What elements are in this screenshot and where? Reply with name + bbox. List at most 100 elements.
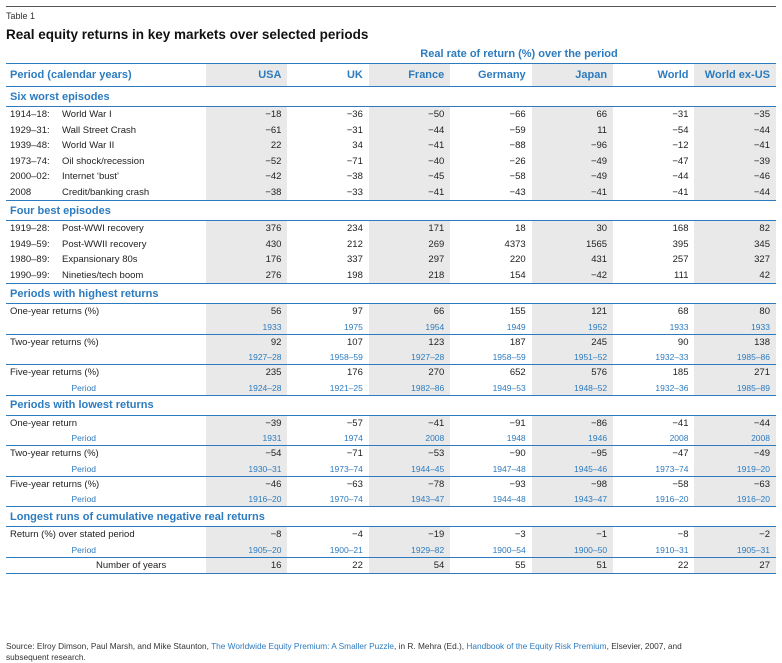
cell-value: −96	[531, 138, 614, 154]
cell-value: 66	[368, 303, 451, 320]
period-value: 1900–21	[287, 542, 369, 558]
cell-value: 234	[347, 223, 363, 235]
cell-value: 42	[694, 267, 776, 284]
cell-value: 123	[368, 334, 451, 350]
period-value: 1916–20	[613, 492, 695, 507]
period-value: 1951–52	[531, 350, 614, 365]
table-row: 1939–48: World War II 22 34 −41 −88 −96 −12 −41	[6, 138, 776, 154]
cell-value: 34	[352, 140, 363, 152]
cell-value: −44	[694, 184, 776, 201]
cell-value: 652	[509, 367, 526, 379]
section-title: Four best episodes	[6, 200, 776, 221]
source-line2: subsequent research.	[6, 652, 86, 662]
cell-value: −1	[531, 526, 614, 543]
period-value: 1945–46	[531, 461, 614, 477]
episode-label: 1949–59: Post-WWII recovery	[6, 237, 206, 253]
cell-value: −33	[287, 184, 369, 201]
episode-years: 1939–48:	[10, 140, 50, 152]
cell-value: −8	[677, 529, 689, 541]
period-value: 1985–86	[694, 350, 776, 365]
episode-label: 1973–74: Oil shock/recession	[6, 154, 206, 170]
cell-value: −61	[206, 122, 288, 138]
table-row: Return (%) over stated period −8 −4 −19 −3 −1…	[6, 526, 776, 543]
period-value: 1944–45	[368, 461, 451, 477]
section-title: Six worst episodes	[6, 86, 776, 107]
cell-value: 22	[206, 138, 288, 154]
row-label: Five-year returns (%)	[10, 367, 100, 379]
cell-value: 121	[531, 303, 614, 320]
top-rule	[6, 6, 776, 7]
cell-value: 107	[347, 336, 363, 348]
row-label: Return (%) over stated period	[10, 529, 135, 541]
episode-event: Post-WWI recovery	[62, 223, 144, 235]
source-link-1[interactable]: The Worldwide Equity Premium: A Smaller …	[211, 641, 394, 651]
period-value: 1973–74	[287, 461, 369, 477]
cell-value: −88	[509, 140, 526, 152]
cell-value: −52	[206, 153, 288, 169]
cell-value: −35	[694, 106, 776, 123]
period-row: Period 1905–20 1900–21 1929–82 1900–54 1900–5…	[6, 542, 776, 558]
cell-value: 16	[206, 557, 288, 574]
cell-value: 80	[694, 303, 776, 320]
cell-value: −41	[368, 138, 451, 154]
episode-event: World War II	[62, 140, 115, 152]
table-row: Two-year returns (%) 92 107 123 187 245 90 138	[6, 334, 776, 350]
table-row: 1919–28: Post-WWI recovery 376 234 171 18 30 16…	[6, 220, 776, 237]
period-value: 1948–52	[531, 380, 614, 396]
cell-value: −26	[509, 155, 526, 167]
period-value: 1975	[287, 319, 369, 335]
source-link-2[interactable]: Handbook of the Equity Risk Premium	[466, 641, 607, 651]
period-row: Period 1916–20 1970–74 1943–47 1944–48 1943–4…	[6, 492, 776, 507]
episode-years: 1914–18:	[10, 109, 50, 121]
cell-value: 82	[694, 220, 776, 237]
episode-label: 2008 Credit/banking crash	[6, 184, 207, 201]
period-value: 1944–48	[450, 492, 532, 507]
cell-value: −12	[672, 140, 689, 152]
period-label: Period	[6, 431, 207, 446]
cell-value: 395	[672, 238, 689, 250]
period-label: Period	[6, 542, 207, 558]
cell-value: −63	[694, 476, 776, 492]
cell-value: −41	[531, 184, 614, 201]
cell-value: 235	[206, 364, 288, 381]
cell-value: 257	[672, 254, 689, 266]
table-row: One-year return −39 −57 −41 −91 −86 −41 −44	[6, 415, 776, 431]
cell-value: 168	[672, 223, 689, 235]
table-row: 1929–31: Wall Street Crash −61 −31 −44 −59 11 −…	[6, 122, 776, 138]
column-header: USA	[206, 63, 288, 87]
cell-value: −50	[368, 106, 451, 123]
cell-value: 327	[694, 252, 776, 268]
period-value: 1930–31	[206, 461, 288, 477]
column-header: World	[613, 63, 695, 87]
cell-value: −42	[206, 169, 288, 185]
cell-value: −44	[694, 415, 776, 431]
column-header: UK	[287, 63, 369, 87]
row-label: Two-year returns (%)	[10, 336, 99, 348]
cell-value: −36	[346, 109, 363, 121]
cell-value: −46	[206, 476, 288, 492]
column-header: Japan	[531, 63, 614, 87]
row-label: Two-year returns (%)	[10, 448, 99, 460]
section-title: Periods with highest returns	[6, 283, 776, 304]
cell-value: −49	[531, 153, 614, 169]
period-value: 1946	[531, 431, 614, 446]
cell-value: 22	[287, 557, 369, 574]
episode-label: 1939–48: World War II	[6, 138, 206, 154]
cell-value: 198	[287, 267, 369, 284]
cell-value: −46	[694, 169, 776, 185]
cell-value: 245	[531, 334, 614, 350]
period-value: 1943–47	[368, 492, 451, 507]
cell-value: −3	[514, 529, 526, 541]
super-header-row: Real rate of return (%) over the period	[6, 45, 776, 64]
period-value: 1905–31	[694, 542, 776, 558]
cell-value: −49	[694, 445, 776, 462]
episode-event: World War I	[62, 109, 112, 121]
period-row: 1933 1975 1954 1949 1952 1933 1933	[6, 319, 776, 335]
cell-value: −54	[672, 124, 689, 136]
section-header-row: Periods with lowest returns	[6, 395, 776, 416]
table-row: Number of years 16 22 54 55 51 22 27	[6, 557, 776, 574]
row-label: One-year returns (%)	[10, 306, 100, 318]
cell-value: −41	[368, 184, 451, 201]
period-value: 1958–59	[450, 350, 532, 365]
section-title: Periods with lowest returns	[6, 395, 776, 416]
